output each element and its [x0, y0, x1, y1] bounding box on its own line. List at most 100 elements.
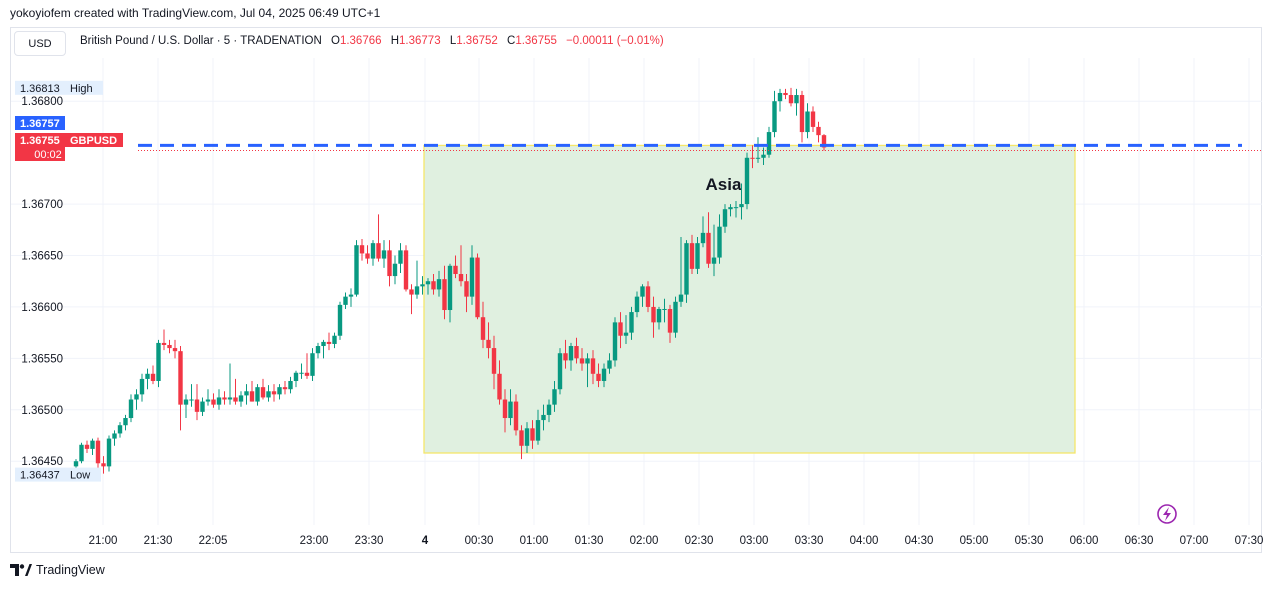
- candle-up: [755, 157, 761, 159]
- candle-up: [722, 209, 728, 227]
- candle-down: [409, 289, 414, 295]
- x-tick-label: 06:30: [1125, 535, 1154, 547]
- candle-up: [607, 360, 612, 369]
- candle-down: [84, 444, 90, 449]
- candle-up: [79, 444, 84, 462]
- candle-up: [315, 346, 321, 354]
- candle-down: [783, 92, 788, 96]
- candle-down: [359, 245, 365, 254]
- candle-down: [442, 279, 447, 311]
- candle-up: [398, 250, 403, 264]
- candle-up: [524, 428, 530, 446]
- candle-up: [623, 332, 629, 336]
- candle-up: [700, 232, 706, 244]
- candle-down: [706, 232, 711, 264]
- x-tick-label: 02:30: [685, 535, 714, 547]
- candle-up: [227, 397, 233, 400]
- candle-down: [161, 342, 167, 345]
- candle-up: [766, 132, 772, 155]
- candle-down: [799, 95, 805, 133]
- y-tick-label: 1.36800: [21, 96, 63, 108]
- candle-up: [612, 322, 618, 361]
- high-key: H: [390, 35, 400, 47]
- high-label-bg: [15, 80, 65, 95]
- high-label-value: 1.36813: [20, 83, 60, 95]
- candle-down: [431, 281, 436, 290]
- candle-up: [255, 387, 260, 402]
- candle-up: [293, 372, 299, 381]
- candle-down: [513, 401, 519, 431]
- candle-up: [546, 404, 552, 415]
- candle-down: [788, 95, 794, 104]
- tradingview-brand[interactable]: TradingView: [10, 563, 105, 577]
- x-tick-label: 07:30: [1235, 535, 1264, 547]
- candle-up: [552, 389, 557, 405]
- candle-up: [189, 399, 194, 401]
- candle-down: [480, 317, 486, 340]
- x-tick-label: 21:30: [144, 535, 173, 547]
- candle-down: [365, 253, 370, 259]
- candle-down: [282, 387, 288, 390]
- candle-up: [695, 243, 700, 269]
- candle-up: [354, 245, 359, 295]
- candle-down: [387, 250, 392, 277]
- price-axis: 1.36800 1.36700 1.36650 1.36600 1.36550 1.365…: [15, 80, 123, 482]
- candle-down: [403, 250, 409, 290]
- candle-down: [667, 308, 673, 333]
- candle-down: [519, 430, 524, 446]
- candle-down: [376, 243, 381, 259]
- symbol-legend: British Pound / U.S. Dollar · 5 · TRADEN…: [80, 35, 670, 47]
- candle-up: [123, 418, 128, 426]
- candle-down: [645, 286, 651, 307]
- candle-up: [112, 433, 117, 439]
- candle-up: [145, 373, 150, 379]
- open-value: 1.36766: [339, 35, 382, 47]
- candle-up: [739, 204, 744, 208]
- candle-down: [326, 341, 332, 344]
- candle-down: [502, 399, 508, 419]
- candle-up: [299, 372, 304, 374]
- candle-up: [420, 284, 425, 287]
- candle-up: [337, 304, 343, 336]
- chart-credit: yokoyiofem created with TradingView.com,…: [10, 6, 381, 20]
- candle-up: [601, 368, 607, 381]
- tradingview-logo-icon: [10, 564, 32, 576]
- candles: [73, 87, 827, 474]
- y-tick-label: 1.36700: [21, 199, 63, 211]
- candle-down: [497, 373, 502, 400]
- currency-button[interactable]: USD: [14, 31, 66, 56]
- candle-down: [194, 399, 200, 412]
- y-tick-label: 1.36450: [21, 456, 63, 468]
- candle-up: [266, 391, 271, 398]
- candle-down: [304, 372, 310, 376]
- candle-up: [678, 294, 684, 302]
- x-tick-label: 23:00: [300, 535, 329, 547]
- candle-down: [491, 348, 497, 374]
- x-tick-label: 21:00: [89, 535, 118, 547]
- candle-up: [761, 154, 766, 158]
- x-tick-label: 06:00: [1070, 535, 1099, 547]
- candle-up: [662, 308, 667, 310]
- lightning-icon[interactable]: [1157, 504, 1177, 524]
- last-price-label-value: 1.36755: [20, 135, 60, 147]
- candle-up: [310, 353, 315, 376]
- x-tick-label: 04:30: [905, 535, 934, 547]
- candle-down: [167, 344, 172, 349]
- asia-label: Asia: [706, 175, 742, 194]
- low-label-bg: [15, 467, 65, 482]
- y-tick-label: 1.36600: [21, 302, 63, 314]
- x-tick-label: 05:00: [960, 535, 989, 547]
- x-tick-label: 00:30: [465, 535, 494, 547]
- candle-up: [238, 395, 244, 402]
- x-tick-label: 03:30: [795, 535, 824, 547]
- candle-down: [689, 243, 695, 269]
- candle-up: [557, 353, 563, 390]
- candle-up: [117, 425, 123, 434]
- candle-down: [821, 135, 827, 148]
- candle-up: [684, 243, 689, 295]
- candle-down: [211, 399, 216, 405]
- candle-up: [277, 387, 282, 395]
- countdown-bg: [15, 147, 65, 161]
- candle-up: [673, 301, 678, 333]
